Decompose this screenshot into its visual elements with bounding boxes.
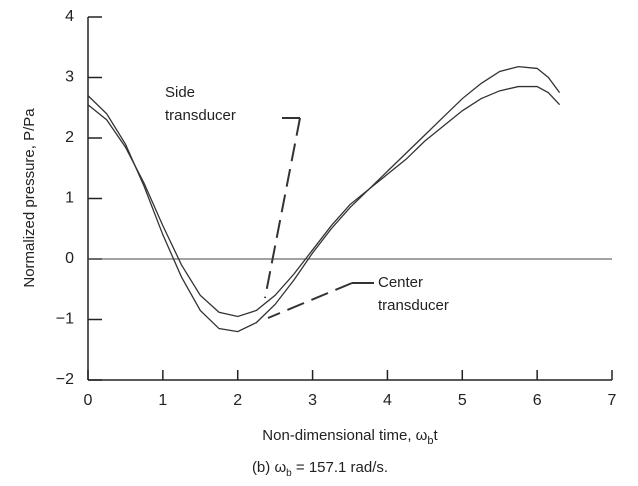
caption-text: (b) ω (252, 459, 287, 476)
x-tick-label: 7 (608, 392, 617, 409)
y-tick-label: 1 (65, 190, 74, 207)
x-tick-label: 0 (84, 392, 93, 409)
series-line (87, 85, 561, 318)
x-tick-label: 4 (383, 392, 392, 409)
leaders (264, 117, 374, 319)
side-leader (264, 117, 301, 299)
annotation: transducer (165, 107, 236, 124)
x-axis-label-tail: t (434, 427, 439, 444)
y-tick-label: 3 (65, 69, 74, 86)
series-line (87, 65, 561, 333)
x-tick-label: 5 (458, 392, 467, 409)
x-axis-label: Non-dimensional time, ωbt (262, 427, 438, 447)
annotation: transducer (378, 297, 449, 314)
annotation: Center (378, 274, 423, 291)
y-tick-label: −2 (56, 371, 74, 388)
caption-sub: b (286, 468, 292, 479)
caption-tail: = 157.1 rad/s. (292, 459, 388, 476)
y-tick-label: −1 (56, 311, 74, 328)
x-axis-label-text: Non-dimensional time, ω (262, 427, 427, 444)
x-tick-label: 6 (533, 392, 542, 409)
y-tick-label: 0 (65, 250, 74, 267)
x-axis-label-sub: b (427, 435, 433, 447)
caption: (b) ωb = 157.1 rad/s. (252, 459, 388, 479)
y-axis-label: Normalized pressure, P/Pa (21, 108, 38, 288)
x-tick-label: 2 (233, 392, 242, 409)
center-leader (267, 282, 353, 319)
y-tick-label: 4 (65, 8, 74, 25)
x-tick-label: 1 (158, 392, 167, 409)
y-tick-label: 2 (65, 129, 74, 146)
annotation: Side (165, 84, 195, 101)
x-tick-label: 3 (308, 392, 317, 409)
